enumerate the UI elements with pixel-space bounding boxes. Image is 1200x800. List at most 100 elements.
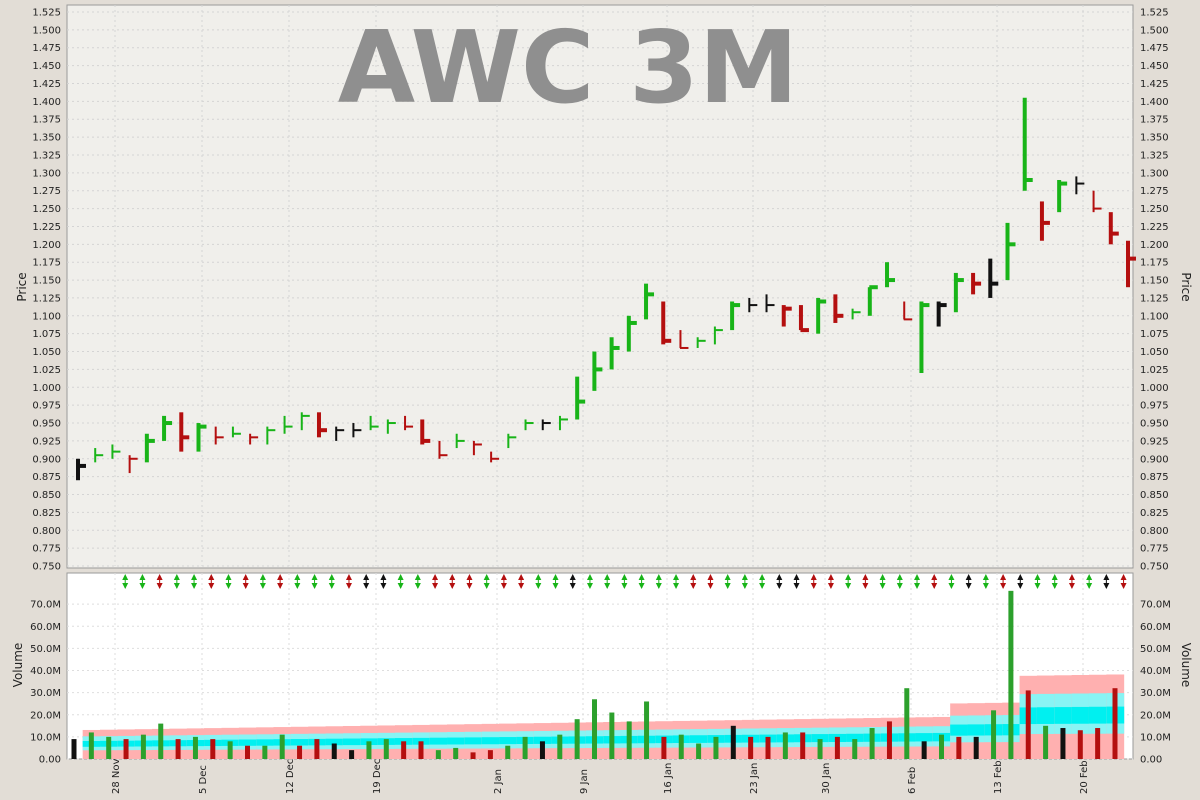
volume-band-cyan-core	[967, 724, 986, 736]
volume-band-cyan-core	[1054, 707, 1073, 724]
volume-bar	[192, 736, 198, 759]
volume-tick-label-right: 50.0M	[1140, 644, 1171, 655]
price-tick-label-left: 0.925	[32, 436, 61, 447]
signal-arrow-down	[535, 583, 542, 589]
volume-tick-label-right: 70.0M	[1140, 600, 1171, 611]
price-tick-label-left: 1.150	[32, 276, 61, 287]
signal-arrow-down	[707, 583, 714, 589]
signal-arrow-down	[896, 583, 903, 589]
volume-bar	[1043, 725, 1049, 759]
volume-bar	[539, 741, 545, 759]
price-tick-label-left: 1.025	[32, 365, 61, 376]
signal-arrow-up	[208, 574, 215, 580]
volume-bar	[939, 734, 944, 759]
signal-arrow-down	[483, 583, 490, 589]
volume-tick-label-right: 20.0M	[1140, 710, 1171, 721]
signal-arrow-up	[294, 574, 301, 580]
signal-arrow-down	[621, 583, 628, 589]
volume-bar	[644, 701, 650, 759]
volume-bar	[609, 712, 615, 759]
signal-arrow-down	[432, 583, 439, 589]
signal-arrow-up	[931, 574, 938, 580]
signal-arrow-down	[1051, 583, 1058, 589]
price-tick-label-right: 1.100	[1140, 311, 1169, 322]
volume-band-cyan-core	[481, 737, 500, 745]
volume-bar	[522, 736, 528, 759]
price-tick-label-right: 1.500	[1140, 25, 1169, 36]
signal-arrow-down	[397, 583, 404, 589]
price-tick-label-right: 1.400	[1140, 97, 1169, 108]
volume-tick-label-right: 60.0M	[1140, 622, 1171, 633]
volume-bar	[904, 688, 910, 759]
volume-bar	[817, 739, 823, 759]
volume-band-cyan-core	[846, 733, 864, 742]
volume-band-cyan-core	[950, 724, 969, 736]
volume-axis-title-left: Volume	[11, 643, 25, 688]
ohlc-bars	[76, 97, 1136, 481]
signal-arrow-down	[122, 583, 129, 589]
signal-arrow-down	[1017, 583, 1024, 589]
price-tick-label-left: 1.125	[32, 293, 61, 304]
volume-bar	[1025, 690, 1031, 759]
volume-bar	[453, 747, 459, 759]
price-tick-label-left: 1.425	[32, 79, 61, 90]
signal-arrow-up	[1068, 574, 1075, 580]
volume-bar	[349, 750, 355, 759]
volume-bar	[175, 739, 181, 759]
signal-arrow-down	[225, 583, 232, 589]
signal-arrow-down	[1034, 583, 1041, 589]
volume-bar	[852, 739, 858, 759]
price-axis-title-left: Price	[15, 272, 29, 301]
signal-arrow-up	[1051, 574, 1058, 580]
signal-arrow-up	[277, 574, 284, 580]
volume-band-cyan-core	[1088, 706, 1107, 724]
price-tick-label-right: 1.275	[1140, 186, 1169, 197]
price-tick-label-right: 1.000	[1140, 383, 1169, 394]
signal-arrow-up	[328, 574, 335, 580]
price-tick-labels: 1.525 1.525 1.500 1.500 1.475 1.475 1.450 1.450…	[32, 8, 1168, 573]
signal-arrow-down	[552, 583, 559, 589]
volume-bar	[956, 736, 962, 759]
volume-bar	[973, 736, 979, 759]
signal-arrow-up	[156, 574, 163, 580]
price-tick-label-left: 1.200	[32, 240, 61, 251]
volume-bar	[592, 699, 597, 759]
price-tick-label-left: 1.450	[32, 61, 61, 72]
volume-bar	[1060, 728, 1066, 759]
price-tick-label-left: 1.350	[32, 133, 61, 144]
volume-band-cyan-core	[915, 733, 934, 742]
volume-bar	[383, 739, 389, 759]
x-tick-labels: 28 Nov 5 Dec 12 Dec 19 Dec 2 Jan 9 Jan 16 Jan 2…	[111, 758, 1090, 794]
price-tick-label-left: 1.500	[32, 25, 61, 36]
signal-arrow-down	[380, 583, 387, 589]
volume-bar	[401, 741, 407, 759]
x-tick-label: 2 Jan	[493, 769, 504, 794]
volume-bar	[991, 710, 997, 759]
price-tick-label-left: 1.225	[32, 222, 61, 233]
price-tick-label-left: 0.975	[32, 401, 61, 412]
signal-arrow-down	[569, 583, 576, 589]
volume-band-cyan-core	[447, 737, 465, 745]
price-tick-label-left: 1.300	[32, 168, 61, 179]
signal-arrow-up	[242, 574, 249, 580]
signal-arrow-down	[1068, 583, 1075, 589]
price-tick-label-right: 1.450	[1140, 61, 1169, 72]
signal-arrow-down	[724, 583, 731, 589]
volume-bar	[1008, 590, 1014, 759]
volume-bar	[314, 739, 320, 759]
signal-arrow-up	[432, 574, 439, 580]
price-tick-label-left: 1.375	[32, 115, 61, 126]
x-tick-label: 19 Dec	[372, 759, 383, 794]
price-tick-label-right: 1.475	[1140, 43, 1169, 54]
signal-arrows	[122, 574, 1127, 589]
signal-arrow-down	[965, 583, 972, 589]
price-tick-label-right: 0.875	[1140, 472, 1169, 483]
volume-bar	[88, 732, 94, 759]
signal-arrow-down	[604, 583, 611, 589]
signal-arrow-up	[191, 574, 198, 580]
volume-tick-label-right: 0.00	[1140, 755, 1162, 766]
volume-bar	[279, 734, 285, 759]
signal-arrow-up	[741, 574, 748, 580]
signal-arrow-down	[673, 583, 680, 589]
signal-arrow-down	[156, 583, 163, 589]
